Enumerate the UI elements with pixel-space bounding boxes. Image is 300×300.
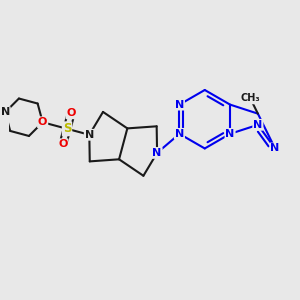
Text: CH₃: CH₃ bbox=[241, 94, 260, 103]
Text: N: N bbox=[270, 143, 280, 154]
Text: O: O bbox=[38, 117, 47, 127]
Text: O: O bbox=[67, 108, 76, 118]
Text: N: N bbox=[1, 107, 10, 117]
Text: N: N bbox=[175, 100, 184, 110]
Text: N: N bbox=[85, 130, 94, 140]
Text: N: N bbox=[253, 120, 262, 130]
Text: N: N bbox=[175, 129, 184, 139]
Text: N: N bbox=[152, 148, 162, 158]
Text: S: S bbox=[63, 122, 71, 135]
Text: O: O bbox=[58, 139, 68, 149]
Text: N: N bbox=[225, 129, 235, 139]
